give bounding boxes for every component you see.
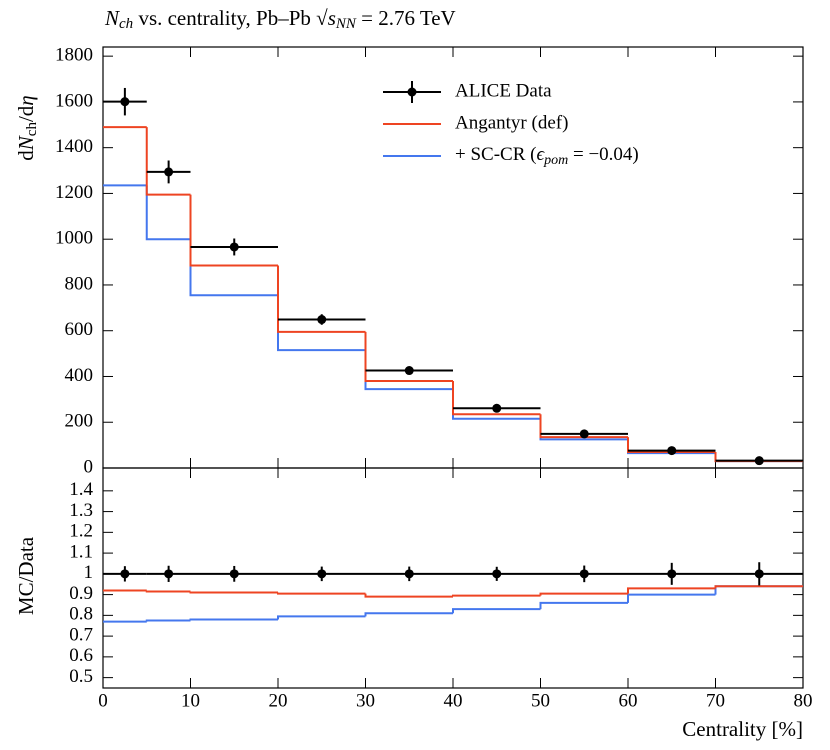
y-tick-label: 800 — [65, 273, 94, 294]
x-tick-label: 20 — [269, 690, 288, 711]
step-segment — [627, 593, 716, 603]
step-segment — [627, 437, 716, 453]
x-tick-label: 50 — [531, 690, 550, 711]
y-tick-label: 1 — [84, 562, 94, 583]
data-point — [229, 569, 239, 579]
x-axis-label: Centrality [%] — [682, 717, 803, 741]
step-segment — [277, 615, 366, 620]
x-tick-label: 10 — [181, 690, 200, 711]
x-tick-label: 0 — [98, 690, 108, 711]
data-point — [404, 366, 414, 376]
legend-swatch — [407, 87, 417, 97]
step-segment — [627, 587, 716, 594]
y-tick-label: 0.7 — [69, 624, 93, 645]
step-segment — [364, 593, 453, 598]
y-tick-label: 1200 — [55, 182, 93, 203]
data-point — [754, 569, 764, 579]
y-tick-label: 0.9 — [69, 583, 93, 604]
data-point — [164, 167, 174, 177]
step-segment — [277, 265, 366, 333]
step-segment — [189, 194, 278, 267]
y-tick-label: 200 — [65, 411, 94, 432]
plot-frame — [102, 467, 804, 689]
step-segment — [452, 381, 541, 416]
data-point — [667, 569, 677, 579]
step-segment — [539, 414, 628, 439]
data-point — [404, 569, 414, 579]
y-tick-label: 1.3 — [69, 500, 93, 521]
step-segment — [452, 608, 541, 614]
step-segment — [714, 585, 803, 589]
step-segment — [189, 591, 278, 594]
x-tick-label: 80 — [794, 690, 813, 711]
y-tick-label: 1600 — [55, 90, 93, 111]
data-point — [164, 569, 174, 579]
y-tick-label: 0.8 — [69, 604, 93, 625]
y-tick-label: 400 — [65, 365, 94, 386]
chart-title: Nch vs. centrality, Pb–Pb √sNN = 2.76 Te… — [104, 6, 456, 33]
data-point — [667, 446, 677, 456]
y-axis-label: dNch/dη — [14, 95, 41, 160]
data-point — [120, 569, 130, 579]
x-tick-label: 60 — [619, 690, 638, 711]
step-segment — [364, 331, 453, 383]
x-tick-label: 40 — [444, 690, 463, 711]
step-segment — [145, 619, 191, 622]
data-point — [120, 97, 130, 107]
data-point — [492, 569, 502, 579]
x-tick-label: 70 — [706, 690, 725, 711]
y-tick-label: 1800 — [55, 45, 93, 66]
x-tick-label: 30 — [356, 690, 375, 711]
step-segment — [277, 592, 366, 595]
legend-label: Angantyr (def) — [455, 112, 568, 133]
data-point — [317, 569, 327, 579]
y-tick-label: 1.4 — [69, 479, 93, 500]
legend-label: + SC-CR (ϵpom = −0.04) — [455, 144, 639, 168]
y-tick-label: 600 — [65, 319, 94, 340]
y-tick-label: 1000 — [55, 228, 93, 249]
step-segment — [714, 585, 803, 595]
y-tick-label: 1.1 — [69, 541, 93, 562]
step-segment — [452, 594, 541, 597]
step-segment — [364, 612, 453, 617]
data-point — [579, 569, 589, 579]
y-tick-label: 0 — [84, 456, 94, 477]
step-segment — [189, 618, 278, 621]
y-tick-label: 0.5 — [69, 666, 93, 687]
step-segment — [145, 127, 191, 196]
data-point — [579, 429, 589, 439]
step-segment — [539, 601, 628, 610]
legend-label: ALICE Data — [455, 80, 552, 101]
y-tick-label: 0.6 — [69, 645, 93, 666]
legend: ALICE Data Angantyr (def) + SC-CR (ϵpom … — [455, 80, 639, 168]
y-tick-label: 1.2 — [69, 521, 93, 542]
step-segment — [145, 590, 191, 593]
data-point — [754, 456, 764, 466]
y-tick-label: 1400 — [55, 136, 93, 157]
y-axis-label: MC/Data — [14, 536, 38, 615]
data-point — [492, 403, 502, 413]
step-segment — [539, 592, 628, 596]
data-point — [317, 315, 327, 325]
step-segment — [145, 185, 191, 241]
data-point — [229, 242, 239, 252]
